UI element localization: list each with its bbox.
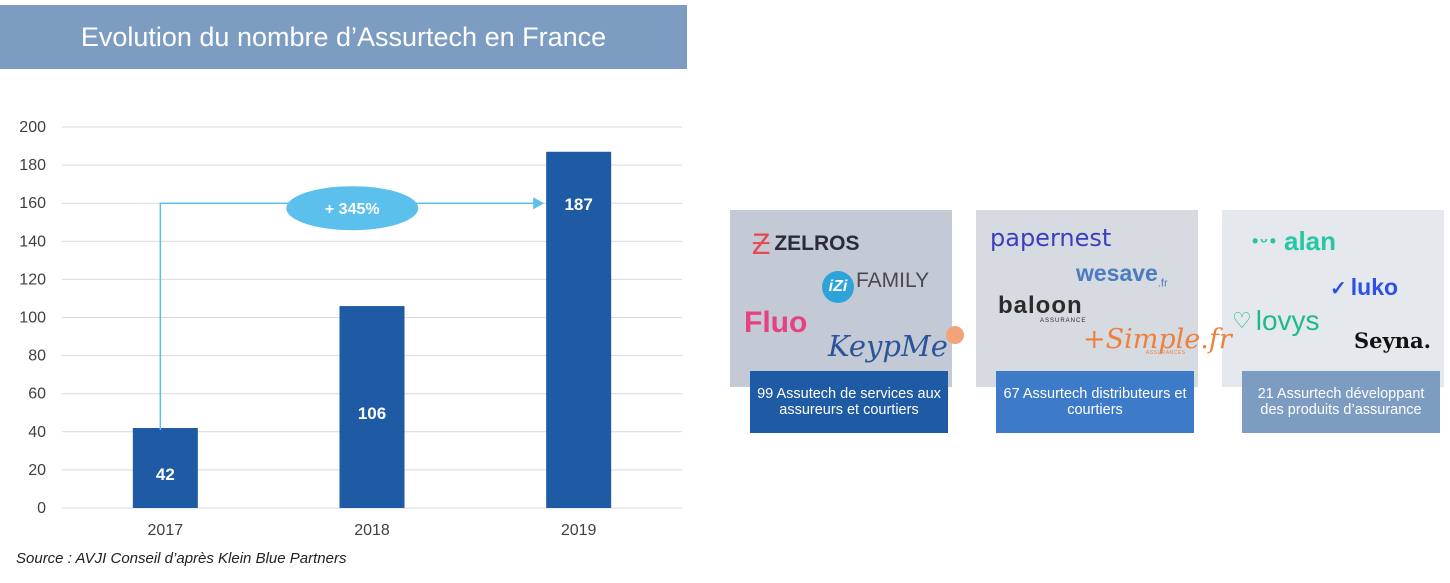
zelros-logo: Ƶ ZELROS (752, 228, 860, 261)
lovys-logo: ♡ lovys (1232, 305, 1320, 336)
y-tick-label: 140 (19, 233, 46, 250)
segment-panel-distributors (976, 210, 1198, 387)
segment-caption-products: 21 Assurtech développant des produits d’… (1242, 371, 1440, 433)
baloon-logo: baloon (998, 292, 1083, 319)
growth-badge-label: + 345% (325, 201, 380, 218)
plus-simple-logo-subtitle: ASSURANCES (1146, 350, 1186, 356)
growth-annotation: + 345% (159, 186, 545, 430)
segment-caption-services: 99 Assutech de services aux assureurs et… (750, 371, 948, 433)
bar-data-label: 106 (358, 404, 386, 423)
y-tick-label: 120 (19, 271, 46, 288)
y-tick-label: 100 (19, 310, 46, 327)
x-axis-ticks: 2017 2018 2019 (148, 522, 597, 539)
bar (339, 306, 405, 508)
fluo-logo: Fluo (744, 306, 808, 339)
x-tick-label: 2019 (561, 522, 597, 539)
y-axis-ticks: 0 20 40 60 80 100 120 140 160 180 200 (19, 119, 46, 517)
y-tick-label: 200 (19, 119, 46, 136)
baloon-logo-subtitle: ASSURANCE (1040, 318, 1087, 324)
luko-logo: ✓ luko (1330, 274, 1399, 300)
y-tick-label: 60 (28, 386, 46, 403)
lovys-heart-icon: ♡ (1232, 308, 1252, 333)
papernest-logo: papernest (990, 224, 1112, 252)
y-tick-label: 80 (28, 348, 46, 365)
chart-title: Evolution du nombre d’Assurtech en Franc… (80, 21, 607, 52)
segment-panel-products (1222, 210, 1444, 387)
plus-simple-logo: +Simple.fr (1083, 324, 1232, 355)
alan-logo: •ᵕ• alan (1252, 226, 1337, 256)
izi-family-logo: iZi FAMILY (822, 270, 929, 303)
segment-caption-distributors: 67 Assurtech distributeurs et courtiers (996, 371, 1194, 433)
y-tick-label: 40 (28, 424, 46, 441)
bar-chart: 0 20 40 60 80 100 120 140 160 180 200 42 106 187 + 3… (19, 119, 682, 539)
bar (546, 151, 612, 508)
y-tick-label: 180 (19, 157, 46, 174)
chart-title-banner: Evolution du nombre d’Assurtech en Franc… (0, 5, 687, 69)
y-tick-label: 0 (37, 500, 46, 517)
bar-data-label: 187 (564, 195, 592, 214)
luko-bird-icon: ✓ (1330, 278, 1347, 300)
alan-face-icon: •ᵕ• (1252, 231, 1278, 251)
growth-arrow-head (533, 197, 545, 210)
izi-badge-icon: iZi (822, 271, 854, 303)
x-tick-label: 2018 (354, 522, 390, 539)
bar (132, 427, 198, 508)
x-tick-label: 2017 (148, 522, 184, 539)
growth-badge (286, 186, 419, 231)
keypme-logo: KeypMe (828, 326, 964, 361)
y-tick-label: 160 (19, 195, 46, 212)
keypme-pin-icon (945, 326, 964, 344)
seyna-logo: Seyna. (1354, 328, 1431, 353)
wesave-logo: wesave.fr (1076, 260, 1168, 290)
y-tick-label: 20 (28, 462, 46, 479)
bar-data-label: 42 (156, 465, 175, 484)
bars: 42 106 187 (132, 151, 612, 508)
source-note: Source : AVJI Conseil d’après Klein Blue… (16, 550, 347, 567)
zelros-icon: Ƶ (752, 228, 771, 261)
